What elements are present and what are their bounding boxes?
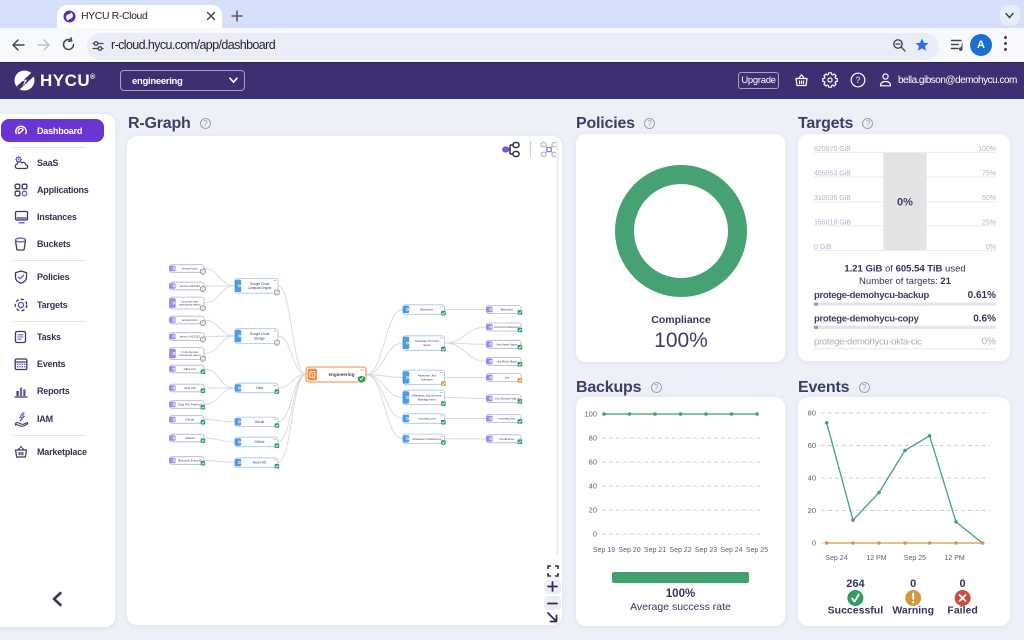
- svg-text:0.61%: 0.61%: [968, 290, 996, 301]
- svg-text:Warning: Warning: [892, 605, 934, 617]
- svg-text:monday.com: monday.com: [418, 417, 436, 421]
- svg-text:Sep 20: Sep 20: [618, 547, 640, 554]
- svg-text:Jira: Jira: [504, 376, 509, 380]
- svg-text:hycu-human: hycu-human: [182, 299, 199, 303]
- svg-text:Atlassian Confluence: Atlassian Confluence: [412, 437, 441, 441]
- svg-text:0%: 0%: [986, 244, 996, 251]
- svg-text:resources-demo: resources-demo: [179, 303, 201, 307]
- svg-text:Okta: Okta: [256, 386, 263, 390]
- svg-text:Atlassian Jira Service: Atlassian Jira Service: [412, 394, 442, 398]
- svg-text:Jira Prod Discovery: Jira Prod Discovery: [494, 325, 521, 329]
- svg-text:Sep 24: Sep 24: [825, 555, 847, 562]
- svg-text:Sep 25: Sep 25: [904, 555, 926, 562]
- svg-text:0: 0: [593, 530, 597, 539]
- svg-text:Suite: Suite: [423, 343, 430, 347]
- svg-text:demo1-431312: demo1-431312: [180, 335, 201, 339]
- svg-text:demo1-431312: demo1-431312: [180, 284, 201, 288]
- svg-text:Successful: Successful: [828, 605, 884, 617]
- svg-text:Storage: Storage: [254, 336, 265, 340]
- svg-text:155018 GiB: 155018 GiB: [814, 219, 851, 226]
- svg-text:20: 20: [808, 506, 816, 515]
- svg-text:Confluence: Confluence: [499, 437, 515, 441]
- svg-text:Compliance: Compliance: [651, 314, 711, 326]
- svg-text:Compute Engine: Compute Engine: [248, 286, 272, 290]
- svg-text:0%: 0%: [897, 197, 913, 209]
- svg-text:Sep 24: Sep 24: [720, 547, 742, 554]
- svg-text:Bitbucket: Bitbucket: [501, 308, 514, 312]
- svg-text:Atlassian Jira: Atlassian Jira: [418, 374, 437, 378]
- svg-text:Sep 19: Sep 19: [593, 547, 615, 554]
- svg-text:100%: 100%: [666, 588, 695, 600]
- svg-text:465053 GiB: 465053 GiB: [814, 171, 851, 178]
- svg-text:Sep 22: Sep 22: [669, 547, 691, 554]
- svg-text:Jira Service Mgmt: Jira Service Mgmt: [495, 397, 519, 401]
- svg-text:Google Cloud: Google Cloud: [250, 332, 270, 336]
- svg-text:1.21 GiB of 605.54 TiB used: 1.21 GiB of 605.54 TiB used: [844, 264, 965, 275]
- svg-text:40: 40: [589, 482, 597, 491]
- svg-text:Number of targets: 21: Number of targets: 21: [859, 276, 952, 287]
- svg-text:protege-demohycu-copy: protege-demohycu-copy: [814, 313, 920, 324]
- svg-text:protege-demohycu-okta-cic: protege-demohycu-okta-cic: [814, 336, 922, 347]
- svg-text:0.6%: 0.6%: [973, 313, 996, 324]
- svg-text:Bitbucket: Bitbucket: [420, 308, 433, 312]
- svg-text:Software: Software: [421, 378, 433, 382]
- svg-text:GitHub: GitHub: [255, 440, 265, 444]
- svg-text:restoreVpcs: restoreVpcs: [182, 267, 199, 271]
- svg-text:GitHub: GitHub: [185, 436, 195, 440]
- svg-text:20: 20: [589, 506, 597, 515]
- svg-text:12 PM: 12 PM: [944, 555, 964, 562]
- svg-text:hycu-human: hycu-human: [182, 350, 199, 354]
- svg-text:100: 100: [584, 410, 597, 419]
- svg-text:60: 60: [589, 458, 597, 467]
- svg-text:monday.com: monday.com: [498, 417, 515, 421]
- svg-text:Google Cloud: Google Cloud: [250, 282, 270, 286]
- svg-text:Management: Management: [418, 398, 436, 402]
- svg-text:80: 80: [808, 409, 816, 418]
- svg-text:Okta CIC: Okta CIC: [184, 367, 197, 371]
- svg-text:100%: 100%: [654, 329, 708, 352]
- svg-text:12 PM: 12 PM: [866, 555, 886, 562]
- svg-text:80: 80: [589, 434, 597, 443]
- svg-text:Sep 23: Sep 23: [695, 547, 717, 554]
- svg-text:0: 0: [910, 578, 916, 590]
- svg-text:GitLab: GitLab: [185, 418, 194, 422]
- svg-text:0: 0: [960, 578, 966, 590]
- svg-text:Okta WS PreProd: Okta WS PreProd: [178, 403, 202, 407]
- svg-text:Sep 25: Sep 25: [746, 547, 768, 554]
- svg-text:75%: 75%: [982, 171, 996, 178]
- svg-text:0 GiB: 0 GiB: [814, 244, 832, 251]
- svg-text:310035 GiB: 310035 GiB: [814, 195, 851, 202]
- svg-text:60: 60: [808, 441, 816, 450]
- svg-text:Jira Work Mgmt: Jira Work Mgmt: [496, 359, 517, 363]
- svg-text:restoreVpcs: restoreVpcs: [182, 318, 199, 322]
- svg-text:0: 0: [812, 539, 816, 548]
- svg-text:100%: 100%: [978, 146, 996, 153]
- svg-text:GitLab: GitLab: [255, 420, 265, 424]
- svg-text:engineering: engineering: [328, 372, 354, 377]
- svg-text:resources-demo: resources-demo: [179, 353, 201, 357]
- svg-text:protege-demohycu-backup: protege-demohycu-backup: [814, 290, 930, 301]
- svg-text:50%: 50%: [982, 195, 996, 202]
- svg-text:0%: 0%: [982, 336, 997, 347]
- svg-text:Sep 21: Sep 21: [644, 547, 666, 554]
- svg-text:620070 GiB: 620070 GiB: [814, 146, 851, 153]
- svg-text:?: ?: [855, 75, 861, 85]
- svg-text:40: 40: [808, 474, 816, 483]
- svg-text:Jira Asset Mgmt: Jira Asset Mgmt: [496, 342, 518, 346]
- svg-text:Microsoft Entra ID: Microsoft Entra ID: [178, 459, 203, 463]
- svg-text:Failed: Failed: [947, 605, 977, 617]
- svg-text:Atlassian Product: Atlassian Product: [415, 339, 439, 343]
- svg-text:Okta IdS: Okta IdS: [184, 386, 196, 390]
- svg-text:Azure AD: Azure AD: [253, 461, 267, 465]
- svg-text:25%: 25%: [982, 219, 996, 226]
- svg-text:264: 264: [846, 578, 865, 590]
- svg-text:Average success rate: Average success rate: [630, 601, 731, 613]
